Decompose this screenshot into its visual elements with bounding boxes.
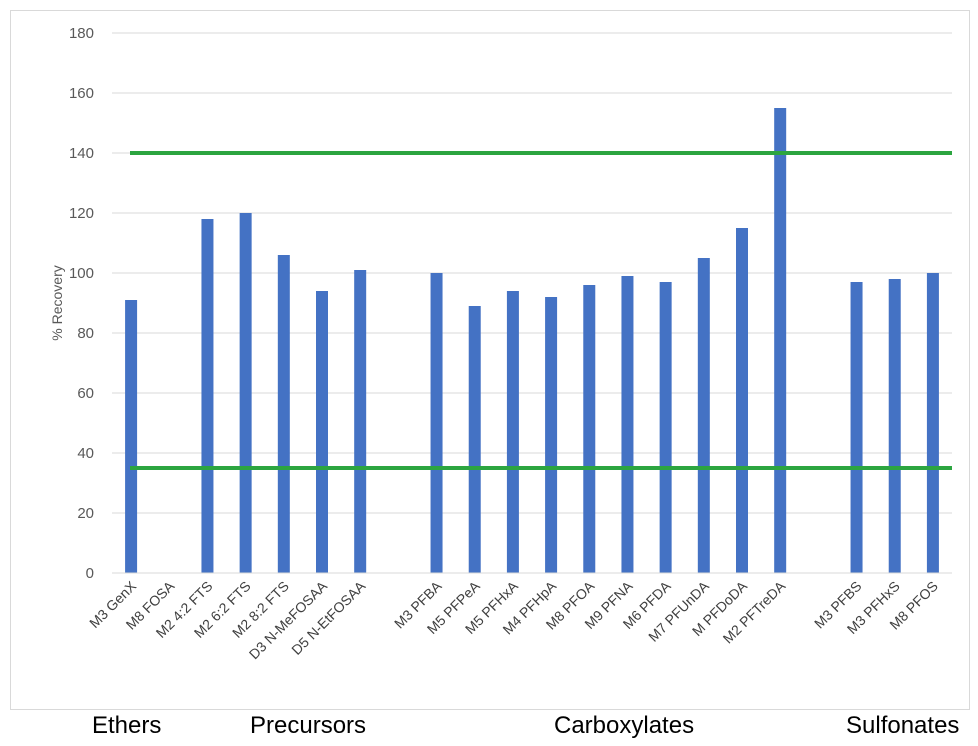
reference-lines xyxy=(130,151,952,470)
y-tick-label: 60 xyxy=(77,385,94,402)
bars xyxy=(125,108,939,573)
y-tick-label: 20 xyxy=(77,505,94,522)
y-tick-label: 180 xyxy=(69,25,94,42)
bar xyxy=(239,213,252,573)
y-tick-label: 80 xyxy=(77,325,94,342)
y-tick-label: 0 xyxy=(86,565,94,582)
y-axis-ticks: 0 20 40 60 80 100 120 140 160 180 xyxy=(69,25,94,582)
bar xyxy=(277,255,290,573)
y-tick-label: 120 xyxy=(69,205,94,222)
bar xyxy=(468,306,481,573)
bar xyxy=(697,258,710,573)
bar xyxy=(201,219,214,573)
y-tick-label: 160 xyxy=(69,85,94,102)
bar xyxy=(545,297,558,573)
bar xyxy=(316,291,328,573)
chart-area xyxy=(10,10,970,710)
bar xyxy=(583,285,596,573)
group-label-sulfonates: Sulfonates xyxy=(846,712,960,739)
bar xyxy=(926,273,939,573)
group-label-carboxylates: Carboxylates xyxy=(554,712,695,739)
bar xyxy=(659,282,672,573)
bar xyxy=(888,279,901,573)
bar xyxy=(354,270,367,573)
bar xyxy=(774,108,787,573)
bar xyxy=(736,228,748,573)
bar xyxy=(850,282,863,573)
group-label-precursors: Precursors xyxy=(250,712,367,739)
bar xyxy=(506,291,519,573)
y-axis-label: % Recovery xyxy=(49,265,65,340)
bar xyxy=(125,300,138,573)
y-tick-label: 140 xyxy=(69,145,94,162)
group-label-ethers: Ethers xyxy=(92,712,162,739)
y-tick-label: 40 xyxy=(77,445,94,462)
gridlines xyxy=(112,32,952,514)
y-tick-label: 100 xyxy=(69,265,94,282)
bar xyxy=(430,273,443,573)
bar xyxy=(621,276,634,573)
